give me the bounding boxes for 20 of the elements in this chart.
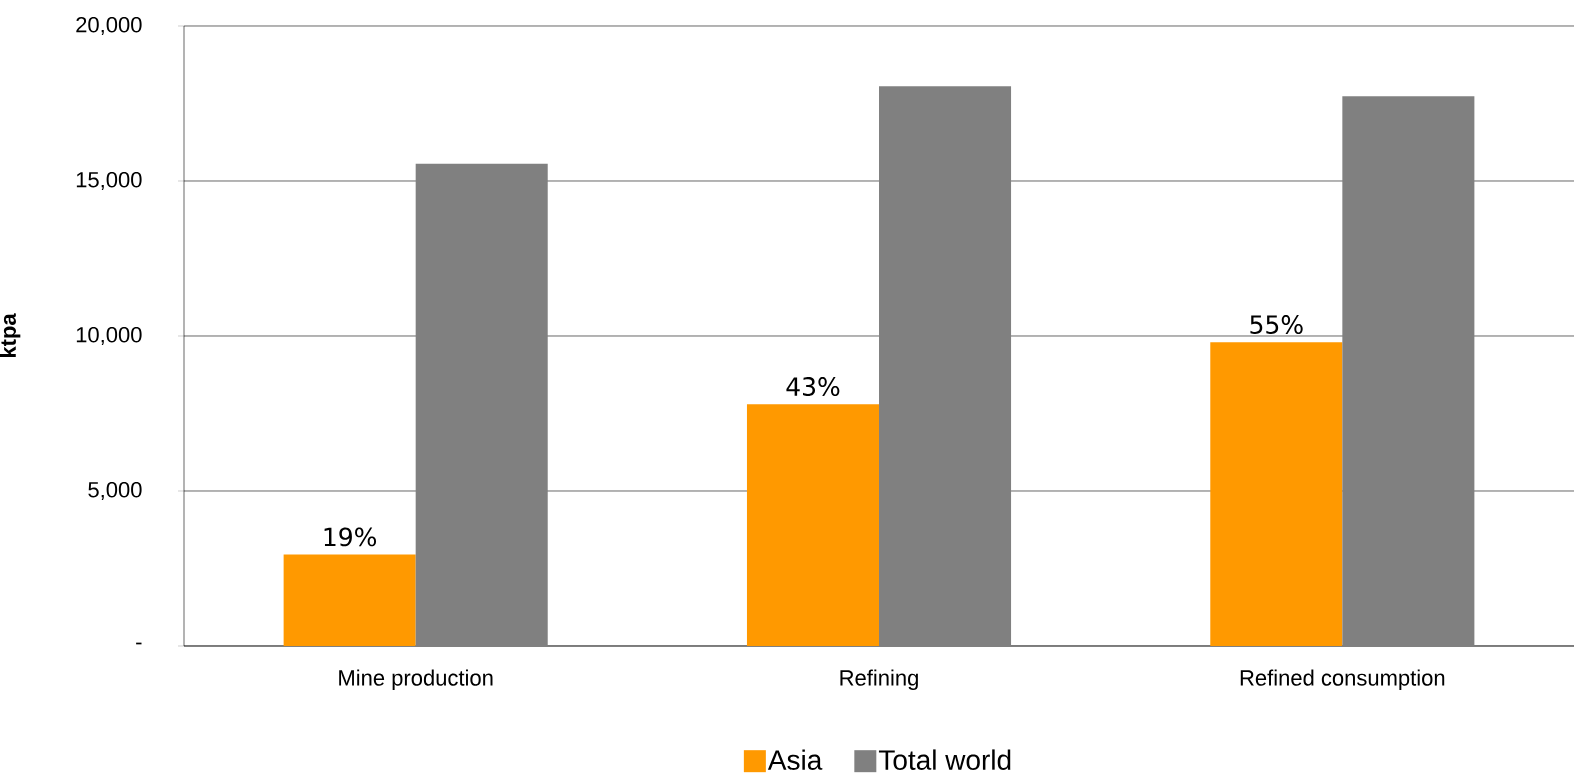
legend-label: Asia: [767, 749, 823, 770]
x-tick-label: Mine production: [339, 669, 493, 691]
annotation: 55%: [1250, 315, 1303, 334]
x-tick-label: Refined consumption: [1240, 669, 1445, 691]
y-tick-label: 20,000: [76, 16, 142, 36]
y-tick-label: 10,000: [76, 326, 142, 346]
bar: [283, 554, 416, 646]
legend-label: Total world: [878, 749, 1011, 770]
bar: [1210, 342, 1343, 646]
bar: [746, 404, 880, 646]
bar: [879, 86, 1012, 646]
annotation: 19%: [324, 527, 377, 547]
bar: [415, 163, 548, 646]
annotation: 43%: [786, 377, 840, 396]
y-tick-label: 15,000: [76, 171, 142, 191]
y-axis-title: ktpa: [0, 313, 21, 358]
x-tick-label: Refining: [840, 669, 918, 691]
bar: [1342, 96, 1475, 646]
y-tick-label: 5,000: [88, 481, 142, 501]
y-tick-label: -: [136, 642, 142, 645]
